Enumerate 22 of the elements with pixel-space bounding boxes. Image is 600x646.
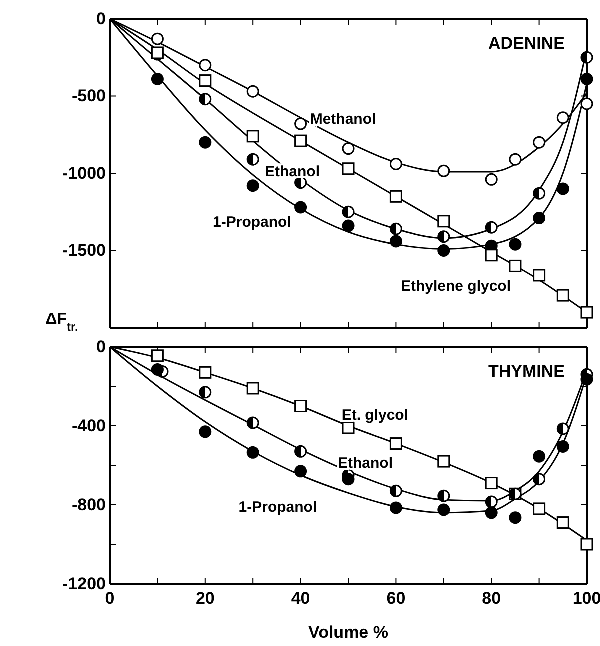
- y-tick-label: -1200: [62, 574, 106, 594]
- x-axis-title: Volume %: [308, 623, 388, 642]
- text: THYMINE: [488, 362, 565, 381]
- series-label: Ethylene glycol: [400, 278, 512, 295]
- y-tick-label: 0: [96, 9, 106, 28]
- y-tick-label: -500: [72, 86, 106, 106]
- y-tick-label: -1000: [62, 164, 106, 183]
- x-tick-label: 80: [482, 589, 502, 608]
- y-axis-title: ΔF$_{tr.}$: [46, 311, 78, 334]
- y-tick-label: -1500: [62, 241, 106, 260]
- x-tick-label: 60: [386, 589, 406, 608]
- x-tick-label: 20: [196, 589, 215, 608]
- series-label: Methanol: [310, 111, 376, 128]
- text: ADENINE: [488, 34, 565, 53]
- series-label: Et. glycol: [342, 407, 409, 424]
- series-label: 1-Propanol: [213, 214, 292, 231]
- series-label: 1-Propanol: [238, 498, 318, 516]
- series-label: Ethanol: [338, 454, 394, 472]
- y-tick-label: -400: [72, 416, 106, 436]
- x-tick-label: 40: [291, 589, 310, 608]
- y-tick-label: -800: [72, 495, 106, 514]
- y-tick-label: 0: [96, 337, 106, 356]
